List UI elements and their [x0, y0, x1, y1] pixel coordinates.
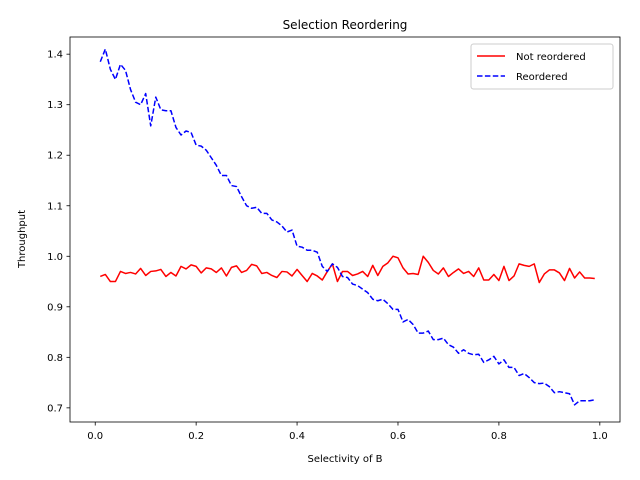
y-tick-label: 1.1: [47, 201, 63, 212]
y-tick-label: 0.7: [47, 403, 63, 414]
x-tick-label: 1.0: [592, 431, 608, 442]
legend-label: Reordered: [516, 72, 568, 83]
legend: Not reordered Reordered: [470, 43, 614, 90]
y-tick-label: 1.4: [47, 50, 63, 61]
axes-layer: 0.0 0.2 0.4 0.6 0.8 1.0 0.7 0.8 0.9 1.0 1.1 1.2 1.3 1…: [47, 36, 621, 442]
x-tick-label: 0.8: [491, 431, 507, 442]
x-tick-label: 0.6: [390, 431, 406, 442]
y-tick-label: 0.8: [47, 353, 63, 364]
y-axis-label: Throughput: [17, 210, 28, 269]
series-layer: [99, 48, 595, 406]
y-tick-label: 0.9: [47, 302, 63, 313]
y-tick-label: 1.2: [47, 151, 63, 162]
y-tick-label: 1.3: [47, 100, 63, 111]
x-tick-label: 0.0: [87, 431, 103, 442]
legend-frame: [470, 43, 614, 90]
plot-frame: [69, 36, 621, 423]
legend-label: Not reordered: [516, 52, 586, 63]
x-axis-label: Selectivity of B: [307, 454, 382, 465]
x-tick-label: 0.2: [188, 431, 204, 442]
chart-title: Selection Reordering: [283, 18, 408, 32]
series-line-not-reordered: [100, 255, 595, 284]
x-tick-label: 0.4: [289, 431, 305, 442]
y-tick-label: 1.0: [47, 252, 63, 263]
series-line-reordered: [99, 48, 595, 406]
